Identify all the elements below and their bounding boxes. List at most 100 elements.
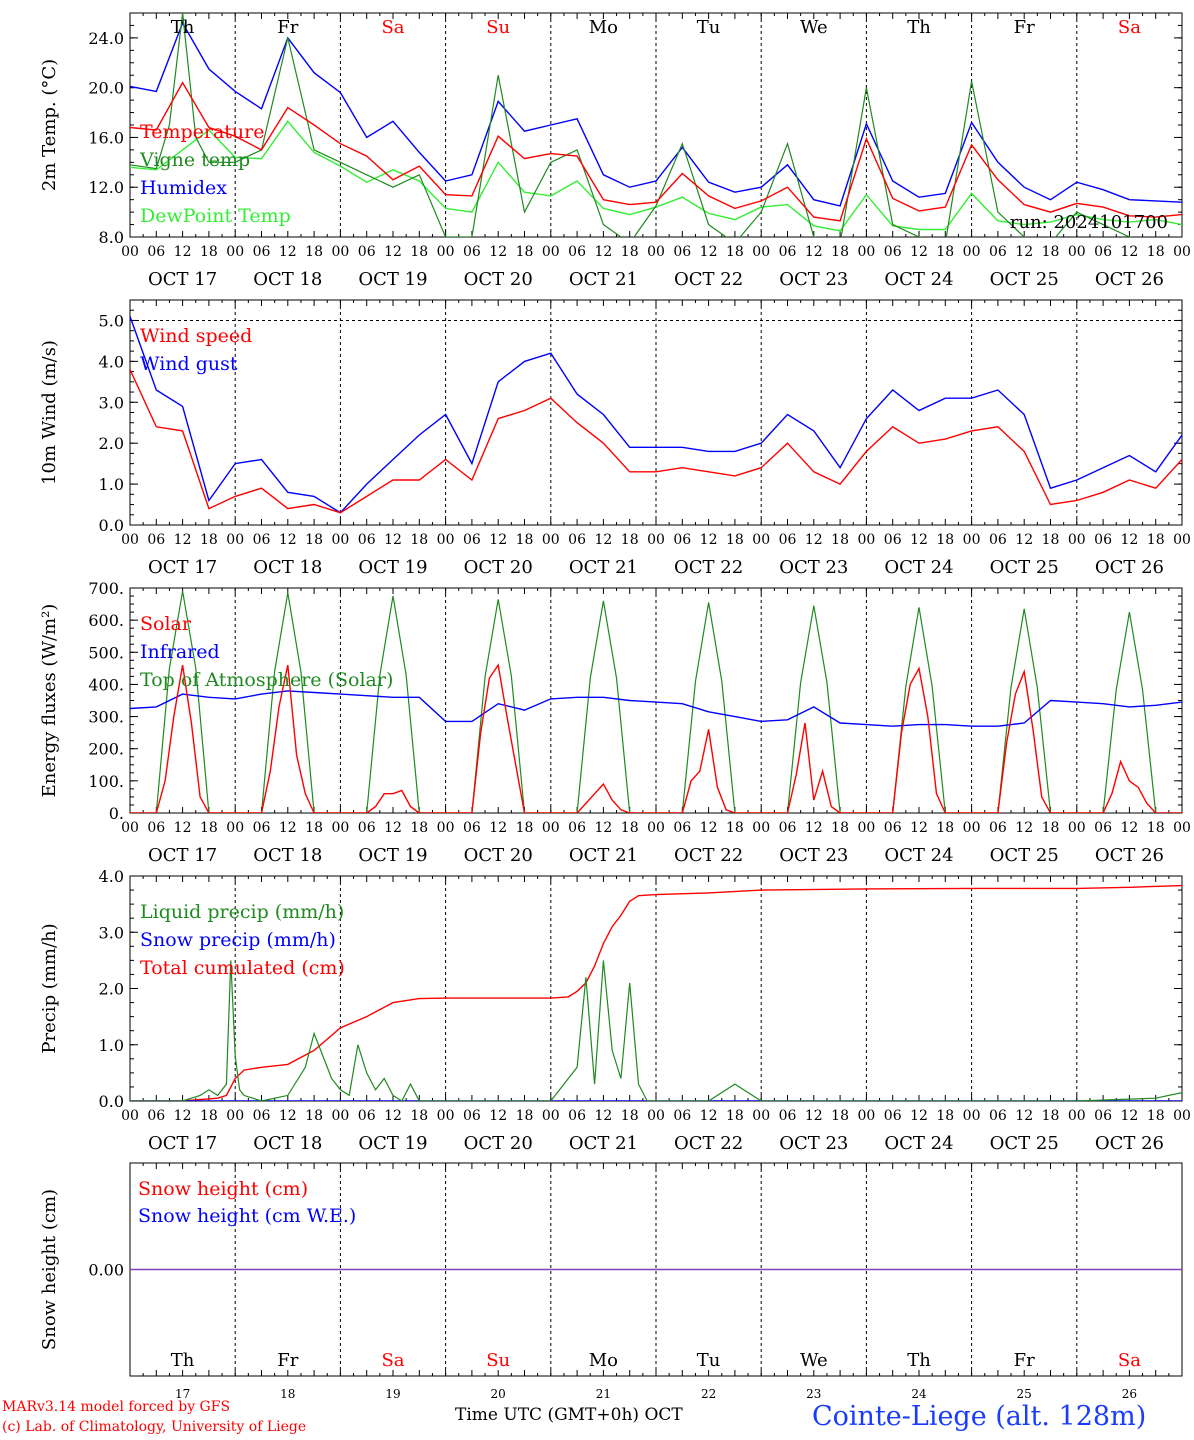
legend-entry: Total cumulated (cm) [140, 957, 345, 979]
y-tick-label: 3.0 [99, 393, 124, 412]
hour-tick-label: 00 [1173, 244, 1191, 260]
y-tick-label: 400. [88, 675, 124, 694]
hour-tick-label: 00 [752, 532, 770, 548]
hour-tick-label: 18 [1147, 244, 1165, 260]
hour-tick-label: 12 [805, 820, 823, 836]
hour-tick-label: 12 [1015, 244, 1033, 260]
legend-entry: Wind speed [140, 325, 252, 347]
hour-tick-label: 18 [1042, 532, 1060, 548]
legend-entry: Solar [140, 613, 192, 635]
day-number-label: 22 [701, 1387, 716, 1401]
hour-tick-label: 06 [463, 244, 481, 260]
date-label: OCT 23 [779, 1133, 848, 1154]
date-label: OCT 18 [253, 845, 322, 866]
copyright-credit: (c) Lab. of Climatology, University of L… [2, 1419, 307, 1435]
hour-tick-label: 06 [568, 532, 586, 548]
y-axis-label: 10m Wind (m/s) [39, 340, 60, 485]
hour-tick-label: 18 [1147, 820, 1165, 836]
weekday-label: Th [171, 1350, 195, 1371]
hour-tick-label: 06 [673, 244, 691, 260]
weekday-label: Su [486, 17, 510, 38]
hour-tick-label: 18 [621, 244, 639, 260]
date-label: OCT 26 [1095, 845, 1164, 866]
y-tick-label: 0.0 [99, 1092, 124, 1111]
hour-tick-label: 12 [1120, 244, 1138, 260]
hour-tick-label: 00 [857, 244, 875, 260]
weekday-label: Sa [381, 17, 404, 38]
hour-tick-label: 00 [752, 244, 770, 260]
date-label: OCT 22 [674, 1133, 743, 1154]
station-name: Cointe-Liege (alt. 128m) [812, 1401, 1147, 1432]
hour-tick-label: 12 [384, 244, 402, 260]
hour-tick-label: 18 [831, 532, 849, 548]
date-label: OCT 22 [674, 269, 743, 290]
date-label: OCT 21 [569, 269, 638, 290]
day-number-label: 26 [1122, 1387, 1137, 1401]
date-label: OCT 18 [253, 1133, 322, 1154]
hour-tick-label: 00 [226, 532, 244, 548]
legend-entry: Vigne temp [139, 149, 250, 171]
hour-tick-label: 06 [568, 820, 586, 836]
date-label: OCT 18 [253, 269, 322, 290]
hour-tick-label: 06 [253, 1108, 271, 1124]
hour-tick-label: 06 [779, 244, 797, 260]
date-label: OCT 17 [148, 557, 217, 578]
hour-tick-label: 12 [910, 244, 928, 260]
date-label: OCT 20 [464, 557, 533, 578]
hour-tick-label: 00 [121, 820, 139, 836]
hour-tick-label: 18 [1042, 820, 1060, 836]
date-label: OCT 20 [464, 269, 533, 290]
date-label: OCT 19 [358, 845, 427, 866]
hour-tick-label: 06 [884, 1108, 902, 1124]
series-line-temperature [130, 81, 1182, 222]
day-number-label: 20 [491, 1387, 506, 1401]
y-axis-label: Precip (mm/h) [39, 923, 60, 1053]
hour-tick-label: 00 [1068, 1108, 1086, 1124]
hour-tick-label: 00 [226, 820, 244, 836]
hour-tick-label: 12 [805, 532, 823, 548]
hour-tick-label: 00 [857, 1108, 875, 1124]
y-tick-label: 1.0 [99, 475, 124, 494]
date-label: OCT 26 [1095, 557, 1164, 578]
hour-tick-label: 12 [384, 532, 402, 548]
hour-tick-label: 06 [568, 1108, 586, 1124]
hour-tick-label: 06 [463, 1108, 481, 1124]
y-axis-label: 2m Temp. (°C) [39, 59, 60, 191]
hour-tick-label: 18 [831, 1108, 849, 1124]
hour-tick-label: 00 [752, 1108, 770, 1124]
hour-tick-label: 12 [489, 1108, 507, 1124]
hour-tick-label: 06 [358, 1108, 376, 1124]
hour-tick-label: 18 [200, 244, 218, 260]
weekday-label: Mo [589, 17, 618, 38]
hour-tick-label: 00 [542, 820, 560, 836]
day-number-label: 25 [1017, 1387, 1032, 1401]
legend-entry: Snow height (cm) [138, 1178, 308, 1200]
weekday-label: Th [907, 17, 931, 38]
hour-tick-label: 06 [989, 244, 1007, 260]
weekday-label: Su [486, 1350, 510, 1371]
legend-entry: DewPoint Temp [140, 205, 291, 227]
legend-entry: Liquid precip (mm/h) [140, 901, 344, 923]
y-tick-label: 500. [88, 643, 124, 662]
hour-tick-label: 00 [331, 820, 349, 836]
date-label: OCT 21 [569, 1133, 638, 1154]
hour-tick-label: 00 [331, 244, 349, 260]
date-label: OCT 18 [253, 557, 322, 578]
hour-tick-label: 12 [489, 532, 507, 548]
y-tick-label: 2.0 [99, 980, 124, 999]
hour-tick-label: 18 [410, 244, 428, 260]
y-tick-label: 0.0 [99, 516, 124, 535]
hour-tick-label: 00 [963, 1108, 981, 1124]
hour-tick-label: 18 [305, 532, 323, 548]
hour-tick-label: 18 [305, 820, 323, 836]
hour-tick-label: 00 [121, 244, 139, 260]
y-tick-label: 200. [88, 740, 124, 759]
hour-tick-label: 06 [779, 532, 797, 548]
hour-tick-label: 00 [647, 532, 665, 548]
legend-entry: Wind gust [140, 353, 238, 375]
hour-tick-label: 06 [568, 244, 586, 260]
weekday-label: Fr [1014, 1350, 1035, 1371]
hour-tick-label: 06 [1094, 244, 1112, 260]
hour-tick-label: 12 [1015, 820, 1033, 836]
